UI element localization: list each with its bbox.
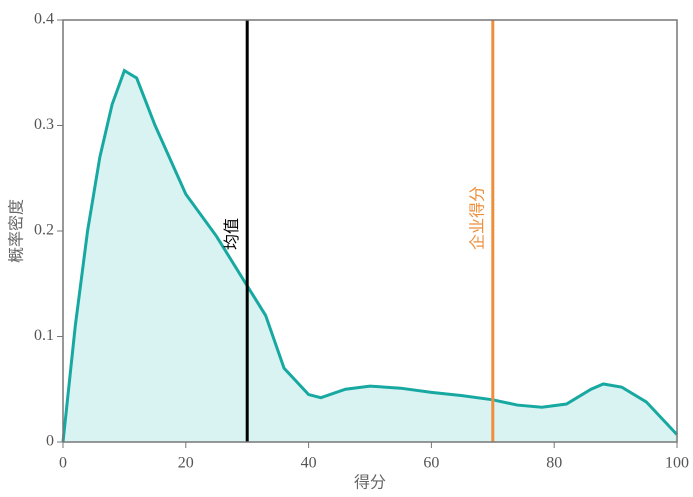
reference-label: 企业得分 — [468, 186, 486, 250]
density-line — [61, 68, 679, 443]
y-tick-label: 0.3 — [34, 116, 54, 133]
y-tick-label: 0.2 — [34, 222, 54, 239]
y-axis-title: 概率密度 — [8, 199, 26, 263]
x-tick-label: 40 — [301, 455, 317, 472]
x-tick-label: 80 — [546, 455, 562, 472]
density-area — [63, 70, 677, 442]
plot-frame — [62, 19, 678, 443]
x-tick-label: 60 — [423, 455, 439, 472]
x-axis-title: 得分 — [354, 474, 386, 492]
x-tick-label: 100 — [665, 455, 689, 472]
x-tick-label: 0 — [59, 455, 67, 472]
y-tick-label: 0.1 — [34, 327, 54, 344]
x-tick-label: 20 — [178, 455, 194, 472]
y-tick-label: 0.4 — [34, 11, 54, 28]
y-tick-label: 0 — [46, 433, 54, 450]
reference-label: 均值 — [223, 218, 241, 250]
